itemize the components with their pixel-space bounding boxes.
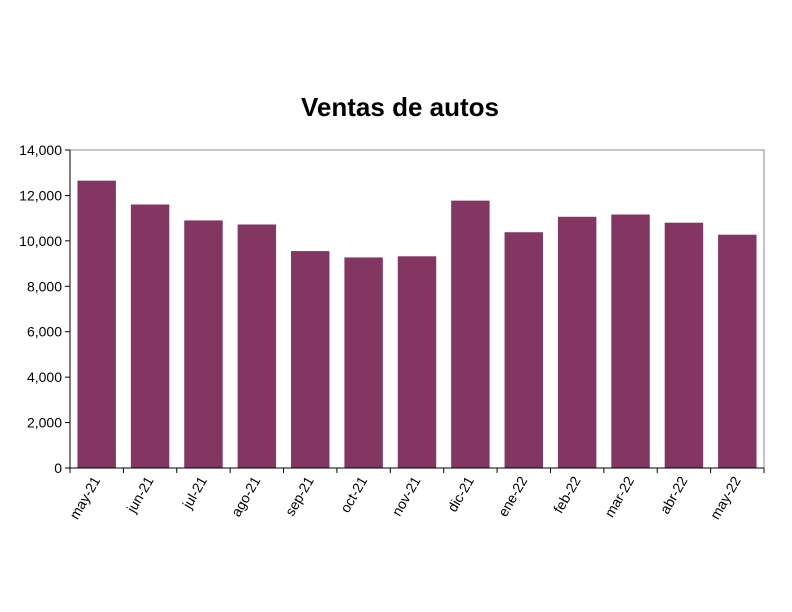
y-tick-label: 2,000	[27, 415, 62, 431]
bar-abr-22	[664, 222, 704, 468]
x-tick-label: may-22	[707, 473, 744, 522]
x-tick-label: mar-22	[601, 473, 637, 520]
bar-sep-21	[291, 251, 330, 468]
y-tick-label: 12,000	[19, 187, 62, 203]
bar-mar-22	[611, 214, 650, 468]
bar-oct-21	[344, 257, 383, 468]
y-tick-label: 14,000	[19, 142, 62, 158]
y-tick-label: 4,000	[27, 369, 62, 385]
x-tick-label: jul-21	[179, 473, 211, 512]
y-tick-label: 6,000	[27, 324, 62, 340]
bar-dic-21	[451, 200, 490, 468]
y-tick-label: 0	[54, 460, 62, 476]
x-tick-label: ene-22	[495, 473, 531, 519]
bar-may-22	[718, 234, 757, 468]
x-tick-label: jun-21	[123, 473, 157, 516]
x-tick-label: may-21	[66, 473, 103, 522]
x-tick-label: feb-22	[550, 473, 584, 516]
x-axis: may-21 jun-21 jul-21 ago-21 sep-21 oct-21 nov-…	[66, 467, 765, 522]
chart-title: Ventas de autos	[301, 92, 499, 122]
y-tick-label: 8,000	[27, 278, 62, 294]
x-tick-label: ago-21	[228, 473, 264, 519]
bar-may-21	[77, 180, 116, 468]
x-tick-label: dic-21	[444, 473, 477, 514]
bar-feb-22	[557, 216, 597, 468]
y-tick-label: 10,000	[19, 233, 62, 249]
bars-group	[77, 180, 757, 468]
x-tick-label: oct-21	[337, 473, 370, 515]
bar-jun-21	[130, 204, 170, 468]
x-tick-label: sep-21	[282, 473, 317, 518]
bar-ene-22	[504, 232, 543, 468]
bar-ago-21	[237, 224, 277, 468]
x-tick-label: abr-22	[656, 473, 690, 516]
x-tick-label: nov-21	[388, 473, 423, 518]
bar-jul-21	[184, 220, 223, 468]
y-axis: 0 2,000 4,000 6,000 8,000 10,000 12,000 14,000	[19, 142, 71, 476]
bar-nov-21	[397, 256, 437, 468]
